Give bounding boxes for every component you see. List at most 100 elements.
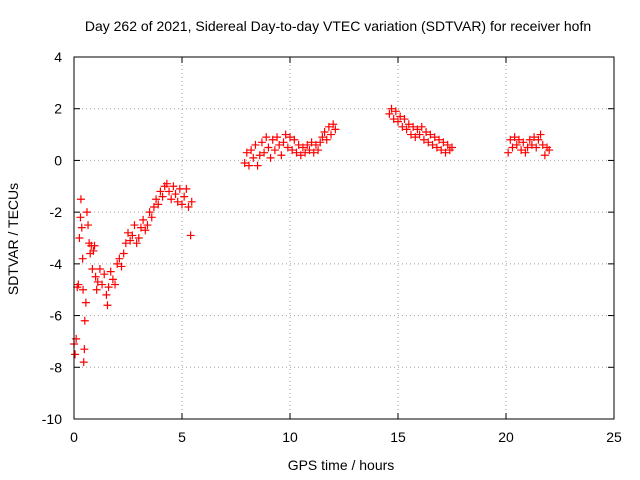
data-point	[156, 187, 165, 196]
data-point	[424, 138, 433, 147]
data-point	[136, 223, 145, 232]
data-point	[508, 143, 517, 152]
data-point	[409, 122, 418, 131]
data-point	[385, 109, 394, 118]
data-point	[130, 221, 139, 230]
data-point	[75, 234, 84, 242]
data-point	[74, 280, 83, 289]
data-point	[169, 182, 178, 191]
data-point	[244, 161, 253, 170]
x-axis-label: GPS time / hours	[288, 457, 395, 473]
data-point	[173, 197, 182, 206]
data-point	[89, 246, 98, 255]
data-point	[327, 130, 336, 139]
data-point	[303, 140, 312, 149]
data-point	[257, 138, 266, 147]
chart-title: Day 262 of 2021, Sidereal Day-to-day VTE…	[85, 18, 591, 34]
data-point	[145, 208, 154, 217]
x-tick-label: 10	[282, 429, 298, 445]
data-point	[182, 184, 191, 193]
data-point	[255, 151, 264, 160]
data-point	[186, 231, 195, 240]
data-point	[294, 140, 303, 149]
y-tick-label: 4	[54, 49, 62, 65]
data-point	[298, 143, 307, 152]
data-point	[292, 148, 301, 157]
data-point	[396, 112, 405, 121]
data-point	[78, 254, 87, 263]
data-point	[318, 133, 327, 142]
data-point	[79, 285, 88, 294]
y-tick-label: -10	[42, 411, 62, 427]
data-point	[187, 197, 196, 206]
data-point	[106, 267, 115, 276]
data-point	[253, 161, 262, 170]
data-point	[400, 115, 409, 124]
data-point	[266, 153, 275, 162]
data-point	[128, 231, 137, 240]
y-axis-label: SDTVAR / TECUs	[5, 183, 21, 295]
data-point	[301, 148, 310, 157]
data-point	[80, 316, 89, 325]
data-point	[527, 140, 536, 149]
data-point	[411, 133, 420, 142]
plot-frame	[73, 56, 615, 420]
data-point	[316, 138, 325, 147]
data-point	[439, 138, 448, 147]
data-point	[536, 130, 545, 139]
data-point	[184, 202, 193, 211]
data-point	[98, 280, 107, 289]
data-point	[534, 135, 543, 144]
data-point	[82, 208, 91, 217]
data-point	[510, 133, 519, 142]
data-point	[404, 120, 413, 129]
data-point	[286, 133, 294, 142]
data-point	[504, 148, 513, 157]
data-point	[406, 130, 415, 139]
data-point	[281, 130, 290, 139]
data-point	[165, 187, 174, 196]
data-point	[268, 135, 277, 144]
data-point	[102, 290, 111, 299]
data-point	[435, 135, 444, 144]
data-point	[523, 143, 532, 152]
data-point	[426, 130, 435, 139]
data-point	[311, 140, 320, 149]
data-point	[71, 350, 80, 359]
data-point	[162, 179, 171, 188]
data-point	[113, 259, 122, 268]
data-point	[275, 140, 284, 149]
data-point	[448, 143, 456, 152]
data-point	[443, 140, 452, 149]
y-tick-labels: -10 -8 -6 -4 -2 0 2 4	[42, 49, 62, 427]
data-point	[84, 221, 93, 230]
data-point	[242, 148, 251, 157]
data-point	[180, 192, 189, 201]
data-point	[178, 200, 186, 209]
data-point	[422, 127, 431, 136]
data-point	[249, 153, 258, 162]
data-point	[428, 140, 437, 149]
data-point	[103, 301, 112, 310]
series-block-4	[504, 130, 554, 160]
data-point	[519, 138, 528, 147]
data-point	[260, 148, 269, 157]
y-tick-label: 2	[54, 101, 62, 117]
data-point	[134, 234, 143, 242]
data-point	[77, 223, 86, 232]
axis-ticks	[73, 56, 615, 420]
data-point	[419, 135, 428, 144]
y-tick-label: -8	[50, 359, 63, 375]
data-point	[305, 146, 314, 155]
data-point	[92, 285, 101, 294]
data-point	[394, 117, 402, 126]
data-point	[76, 195, 85, 204]
data-point	[158, 192, 167, 201]
data-point	[441, 148, 450, 157]
data-point	[506, 135, 515, 144]
data-point	[270, 146, 279, 155]
data-point	[517, 146, 526, 155]
x-tick-label: 20	[498, 429, 514, 445]
data-point	[240, 159, 249, 168]
data-point	[329, 120, 338, 129]
